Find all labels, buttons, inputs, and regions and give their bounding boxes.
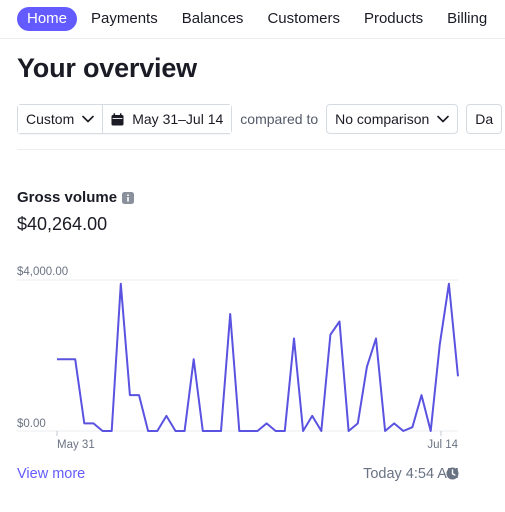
- filter-bar: Custom May 31–Jul 14 compared to No comp…: [17, 104, 503, 134]
- y-tick-label: $4,000.00: [17, 266, 68, 278]
- calendar-icon: [111, 112, 124, 126]
- comparison-select[interactable]: No comparison: [326, 104, 459, 134]
- top-nav: Home Payments Balances Customers Product…: [0, 0, 505, 39]
- interval-select[interactable]: Da: [466, 104, 503, 134]
- date-filter-group: Custom May 31–Jul 14: [17, 104, 233, 134]
- nav-item-billing[interactable]: Billing: [447, 10, 488, 27]
- series-line: [57, 282, 459, 432]
- chevron-down-icon: [82, 115, 95, 123]
- chevron-down-icon: [437, 115, 450, 123]
- nav-item-products[interactable]: Products: [363, 10, 424, 27]
- nav-item-home[interactable]: Home: [17, 7, 78, 31]
- page-title: Your overview: [17, 53, 197, 83]
- x-tick-label: May 31: [57, 439, 95, 451]
- info-icon[interactable]: [122, 191, 135, 204]
- y-tick-label: $0.00: [17, 418, 46, 430]
- updated-timestamp: Today 4:54 AM: [363, 466, 459, 482]
- nav-item-balances[interactable]: Balances: [181, 10, 244, 27]
- gross-volume-heading: Gross volume: [17, 189, 135, 206]
- metric-label: Gross volume: [17, 189, 118, 206]
- nav-item-customers[interactable]: Customers: [267, 10, 340, 27]
- interval-label: Da: [475, 111, 494, 127]
- period-label: Custom: [26, 111, 75, 127]
- compared-to-label: compared to: [240, 111, 319, 127]
- x-tick-label: Jul 14: [427, 439, 458, 451]
- period-select[interactable]: Custom: [18, 105, 103, 133]
- date-range-label: May 31–Jul 14: [132, 111, 224, 127]
- gross-volume-chart: $4,000.00 $0.00 May 31 Jul 14: [17, 266, 459, 451]
- clock-icon: [446, 467, 459, 480]
- view-more-link[interactable]: View more: [17, 466, 86, 482]
- nav-item-payments[interactable]: Payments: [91, 10, 158, 27]
- metric-value: $40,264.00: [17, 214, 108, 234]
- date-range-button[interactable]: May 31–Jul 14: [102, 105, 232, 133]
- section-divider: [17, 149, 505, 150]
- comparison-label: No comparison: [335, 111, 430, 127]
